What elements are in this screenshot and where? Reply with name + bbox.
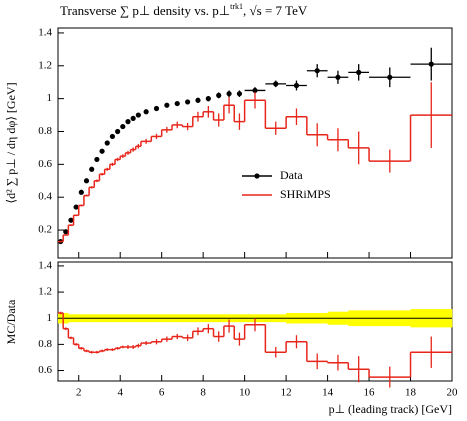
- x-tick-label: 8: [200, 387, 206, 399]
- x-tick-label: 20: [447, 387, 459, 399]
- legend-label: SHRiMPS: [280, 187, 331, 201]
- title-main: Transverse ∑ p⊥ density vs. p⊥: [60, 3, 230, 18]
- data-point: [104, 140, 110, 146]
- y-tick-label: 1.2: [38, 59, 52, 71]
- x-tick-label: 16: [364, 387, 376, 399]
- data-point: [428, 61, 434, 67]
- title-sup: trk1: [230, 2, 243, 11]
- data-point: [83, 178, 90, 184]
- data-point: [356, 69, 362, 75]
- data-point: [164, 102, 170, 108]
- x-tick-label: 14: [322, 387, 334, 399]
- y-tick-label: 0.2: [38, 224, 52, 236]
- data-point: [216, 92, 222, 98]
- data-point: [335, 74, 341, 80]
- data-point: [89, 166, 95, 172]
- y-tick-label: 1.4: [38, 26, 52, 38]
- x-tick-label: 10: [239, 387, 251, 399]
- data-point: [78, 189, 84, 195]
- data-point: [68, 217, 74, 223]
- y-tick-label: 0.4: [38, 191, 52, 203]
- x-tick-label: 6: [159, 387, 165, 399]
- data-point: [73, 204, 79, 210]
- y-tick-label: 0.8: [38, 125, 52, 137]
- y-tick-label: 1: [47, 92, 53, 104]
- data-point: [109, 133, 116, 140]
- y-tick-label: 1.2: [38, 286, 52, 298]
- data-point: [236, 91, 243, 97]
- y-tick-label: 0.6: [38, 158, 52, 170]
- data-point: [273, 81, 279, 87]
- y-axis-label: ⟨d² ∑ p⊥ / dη dφ⟩ [GeV]: [4, 82, 18, 203]
- x-tick-label: 12: [281, 387, 292, 399]
- x-tick-label: 2: [76, 387, 82, 399]
- y-tick-label: 1: [47, 312, 53, 324]
- data-point: [252, 87, 258, 94]
- data-point: [143, 109, 149, 115]
- data-point: [130, 115, 136, 121]
- data-point: [135, 112, 141, 118]
- y-tick-label: 0.8: [38, 338, 52, 350]
- y-tick-label: 1.4: [38, 259, 52, 271]
- x-tick-label: 18: [405, 387, 417, 399]
- data-point: [94, 156, 100, 163]
- y-tick-label: 0.6: [38, 364, 52, 376]
- data-point: [226, 91, 232, 97]
- data-point: [115, 128, 121, 135]
- data-point: [63, 229, 69, 235]
- legend-marker: [254, 173, 260, 179]
- legend-label: Data: [280, 168, 303, 182]
- data-point: [99, 148, 105, 154]
- title-end: , √s = 7 TeV: [243, 3, 308, 18]
- data-point: [387, 74, 393, 80]
- ratio-y-axis-label: MC/Data: [4, 299, 18, 344]
- data-point: [293, 82, 300, 89]
- data-point: [153, 105, 160, 112]
- data-point: [314, 68, 320, 74]
- data-point: [174, 100, 180, 107]
- chart-title: Transverse ∑ p⊥ density vs. p⊥trk1, √s =…: [60, 2, 308, 18]
- data-point: [185, 99, 191, 105]
- data-point: [205, 96, 211, 102]
- x-tick-label: 4: [117, 387, 123, 399]
- main-frame: [57, 27, 453, 259]
- x-axis-label: p⊥ (leading track) [GeV]: [329, 402, 452, 416]
- data-point: [195, 97, 201, 103]
- data-point: [125, 119, 131, 125]
- data-point: [120, 123, 126, 130]
